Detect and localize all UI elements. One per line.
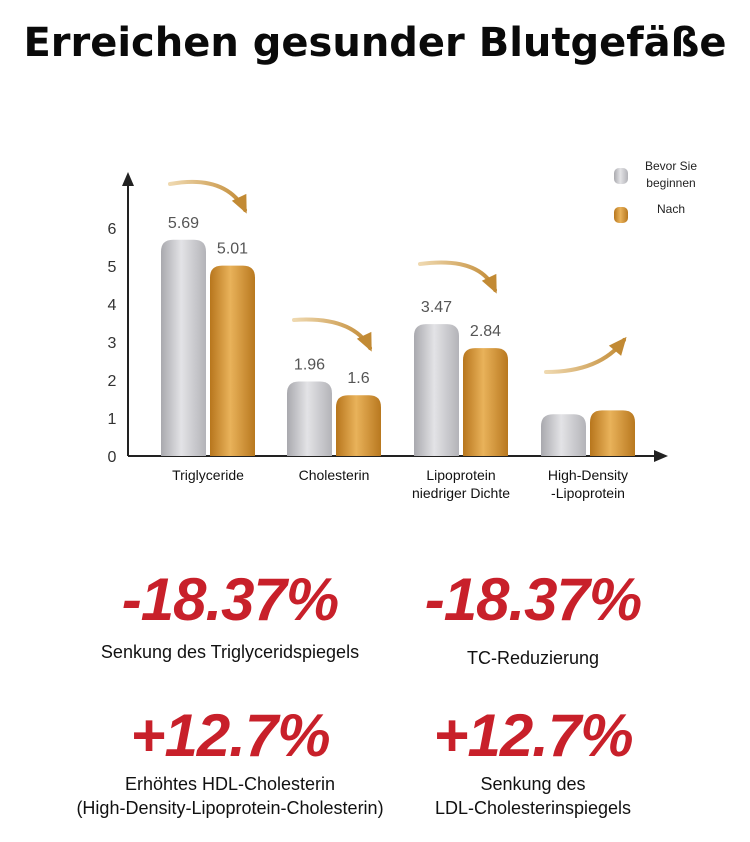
legend-swatch — [614, 168, 628, 184]
bar-value-label: 2.84 — [470, 323, 501, 340]
y-tick-label: 4 — [108, 297, 117, 314]
stat-value: +12.7% — [433, 702, 633, 769]
bar-value-label: 1.6 — [347, 370, 369, 387]
stat-hdl: +12.7% Erhöhtes HDL-Cholesterin (High-De… — [65, 704, 395, 820]
bar-after — [210, 265, 255, 456]
y-tick-label: 2 — [108, 373, 117, 390]
bar-before — [287, 381, 332, 456]
stat-triglyceride: -18.37% Senkung des Triglyceridspiegels — [65, 568, 395, 664]
stat-value: -18.37% — [121, 566, 339, 633]
bar-value-label: 1.96 — [294, 357, 325, 374]
y-tick-label: 0 — [108, 449, 117, 466]
stat-value: -18.37% — [424, 566, 642, 633]
page-title: Erreichen gesunder Blutgefäße — [23, 20, 727, 66]
bar-after — [336, 395, 381, 456]
x-category-label: -Lipoprotein — [551, 485, 625, 501]
trend-arrow-icon — [544, 336, 627, 374]
stat-value: +12.7% — [130, 702, 330, 769]
x-category-label: High-Density — [548, 467, 628, 483]
x-category-label: Triglyceride — [172, 467, 244, 483]
bar-chart: 0 1 2 3 4 5 6 5.69 1.96 3.47 5.01 1.6 2.84 Triglyce… — [108, 160, 698, 501]
x-category-label: niedriger Dichte — [412, 485, 510, 501]
y-tick-label: 3 — [108, 335, 117, 352]
trend-arrow-icon — [292, 317, 372, 352]
trend-arrow-icon — [168, 179, 247, 214]
bar-before — [541, 414, 586, 456]
stat-tc: -18.37% TC-Reduzierung — [368, 568, 698, 670]
y-tick-label: 6 — [108, 221, 117, 238]
x-axis — [128, 450, 668, 462]
y-axis — [122, 172, 134, 456]
bar-value-label: 5.01 — [217, 241, 248, 258]
bar-before — [161, 239, 206, 456]
legend-swatch — [614, 207, 628, 223]
trend-arrow-icon — [418, 260, 497, 294]
stat-ldl: +12.7% Senkung des LDL-Cholesterinspiege… — [368, 704, 698, 820]
stat-label: Senkung des Triglyceridspiegels — [100, 642, 360, 662]
stat-label: Senkung des LDL-Cholesterinspiegels — [434, 774, 632, 818]
y-tick-label: 1 — [108, 411, 117, 428]
legend-label: Nach — [657, 202, 685, 216]
legend-label: beginnen — [646, 176, 695, 190]
bar-value-label: 5.69 — [168, 215, 199, 232]
bar-value-label: 3.47 — [421, 299, 452, 316]
x-category-label: Cholesterin — [299, 467, 370, 483]
stat-label: TC-Reduzierung — [466, 648, 600, 668]
y-tick-label: 5 — [108, 259, 117, 276]
x-category-label: Lipoprotein — [426, 467, 495, 483]
bar-after — [590, 410, 635, 456]
bar-before — [414, 324, 459, 456]
stat-label: Erhöhtes HDL-Cholesterin (High-Density-L… — [76, 774, 384, 818]
bar-after — [463, 348, 508, 456]
legend-label: Bevor Sie — [645, 160, 697, 173]
